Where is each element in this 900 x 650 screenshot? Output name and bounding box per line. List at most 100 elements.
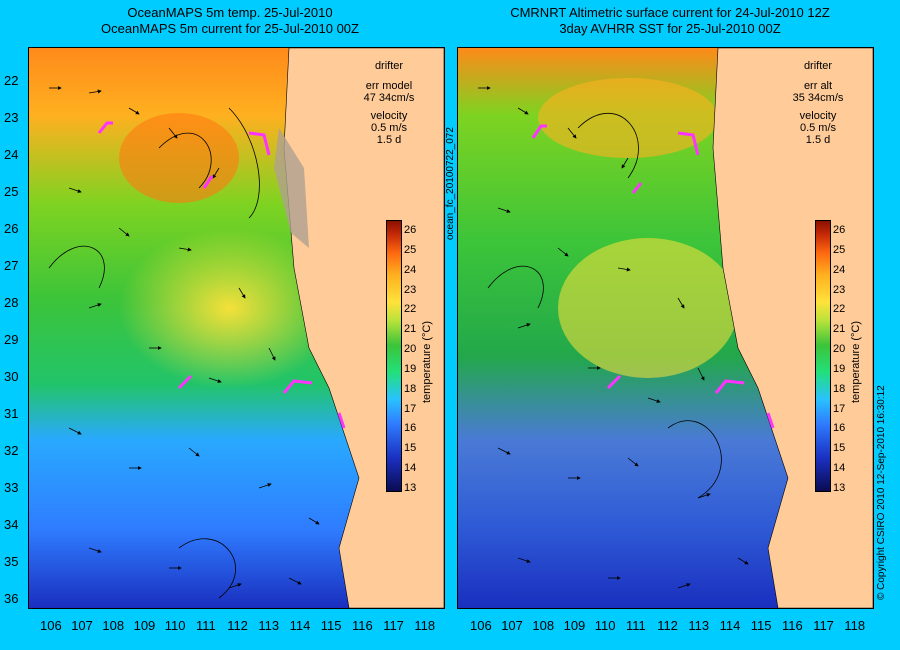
latitude-label: 34 [4,517,19,532]
longitude-label: 113 [258,618,280,633]
latitude-label: 29 [4,332,19,347]
colorbar-tick-label: 20 [404,343,417,356]
drifter-tracks [97,121,346,429]
left-title-line2: OceanMAPS 5m current for 25-Jul-2010 00Z [101,21,359,36]
colorbar-tick-label: 17 [404,402,417,415]
longitude-label: 112 [227,618,248,633]
right-title-line1: CMRNRT Altimetric surface current for 24… [510,5,830,20]
longitude-label: 116 [352,618,373,633]
longitude-label: 114 [289,618,311,633]
latitude-label: 35 [4,554,19,569]
longitude-label: 116 [782,618,803,633]
longitude-label: 113 [688,618,710,633]
right-legend-err: err alt [803,80,833,92]
right-title-line2: 3day AVHRR SST for 25-Jul-2010 00Z [559,21,781,36]
colorbar-tick-label: 18 [404,382,417,395]
colorbar-tick-label: 23 [404,283,417,296]
right-map: drifter err alt 35 34cm/s velocity 0.5 m… [457,47,874,609]
colorbar-tick-label: 17 [833,402,846,415]
colorbar-tick-label: 25 [833,243,846,256]
colorbar-tick-label: 26 [833,224,846,236]
latitude-label: 27 [4,258,19,273]
latitude-label: 36 [4,591,19,606]
longitude-label: 109 [133,618,156,633]
colorbar-tick-label: 14 [833,462,846,475]
colorbar-tick-label: 19 [404,362,417,375]
left-map: drifter err model 47 34cm/s velocity 0.5… [28,47,445,609]
right-map-graphic [458,48,873,608]
longitude-label: 107 [71,618,93,633]
right-title: CMRNRT Altimetric surface current for 24… [455,5,885,37]
colorbar-tick-label: 22 [404,303,417,316]
left-legend-duration: 1.5 d [376,134,402,146]
colorbar-tick-label: 16 [404,422,417,435]
left-legend-err: err model [365,80,413,92]
right-legend-err-value: 35 34cm/s [792,92,844,104]
colorbar-tick-label: 13 [833,482,846,494]
middle-label: ocean_fc_20100722_072 [445,127,456,240]
colorbar-tick-label: 24 [833,263,846,276]
colorbar-tick-label: 15 [833,442,846,455]
left-legend-err-value: 47 34cm/s [363,92,415,104]
colorbar-tick-label: 26 [404,224,417,236]
left-colorbar [386,220,402,492]
longitude-label: 111 [196,618,216,633]
colorbar-tick-label: 25 [404,243,417,256]
drifter-tracks [531,124,775,429]
warm-pool [119,228,339,388]
latitude-label: 22 [4,73,19,88]
land-mass [712,48,873,608]
longitude-label: 115 [320,618,342,633]
warm-eddy [538,78,718,158]
longitude-label: 115 [750,618,772,633]
longitude-label: 108 [102,618,125,633]
latitude-label: 31 [4,406,19,421]
current-vectors [478,86,749,589]
colorbar-tick-label: 19 [833,362,846,375]
colorbar-tick-label: 21 [833,323,846,336]
warm-pool [558,238,738,378]
longitude-label: 117 [813,618,834,633]
left-legend-velocity: velocity [370,110,408,122]
left-legend-velocity-value: 0.5 m/s [370,122,408,134]
left-colorbar-title: temperature (°C) [421,320,433,403]
longitude-label: 110 [164,618,186,633]
longitude-label: 106 [470,618,492,633]
latitude-label: 26 [4,221,19,236]
copyright: © Copyright CSIRO 2010 12-Sep-2010 16:30… [876,385,887,600]
left-legend-drifter: drifter [374,60,404,72]
colorbar-tick-label: 23 [833,283,846,296]
latitude-label: 33 [4,480,19,495]
left-legend: drifter err model 47 34cm/s velocity 0.5… [349,60,429,146]
colorbar-tick-label: 15 [404,442,417,455]
right-legend: drifter err alt 35 34cm/s velocity 0.5 m… [778,60,858,146]
longitude-label: 117 [383,618,404,633]
colorbar-tick-label: 16 [833,422,846,435]
right-colorbar-title: temperature (°C) [850,320,862,403]
longitude-label: 118 [414,618,436,633]
colorbar-tick-label: 13 [404,482,417,494]
longitude-label: 106 [40,618,62,633]
latitude-label: 25 [4,184,19,199]
right-legend-velocity: velocity [799,110,837,122]
current-vectors [48,86,320,599]
right-colorbar [815,220,831,492]
longitude-label: 110 [594,618,616,633]
longitude-label: 109 [563,618,586,633]
latitude-label: 28 [4,295,19,310]
left-title-line1: OceanMAPS 5m temp. 25-Jul-2010 [127,5,333,20]
longitude-label: 114 [719,618,741,633]
colorbar-tick-label: 14 [404,462,417,475]
colorbar-tick-label: 24 [404,263,417,276]
latitude-label: 32 [4,443,19,458]
colorbar-tick-label: 22 [833,303,846,316]
longitude-label: 108 [532,618,555,633]
right-legend-duration: 1.5 d [805,134,831,146]
latitude-label: 24 [4,147,19,162]
latitude-label: 23 [4,110,19,125]
longitude-label: 111 [626,618,646,633]
left-map-graphic [29,48,444,608]
land-peninsula [274,128,309,248]
latitude-label: 30 [4,369,19,384]
right-legend-drifter: drifter [803,60,833,72]
